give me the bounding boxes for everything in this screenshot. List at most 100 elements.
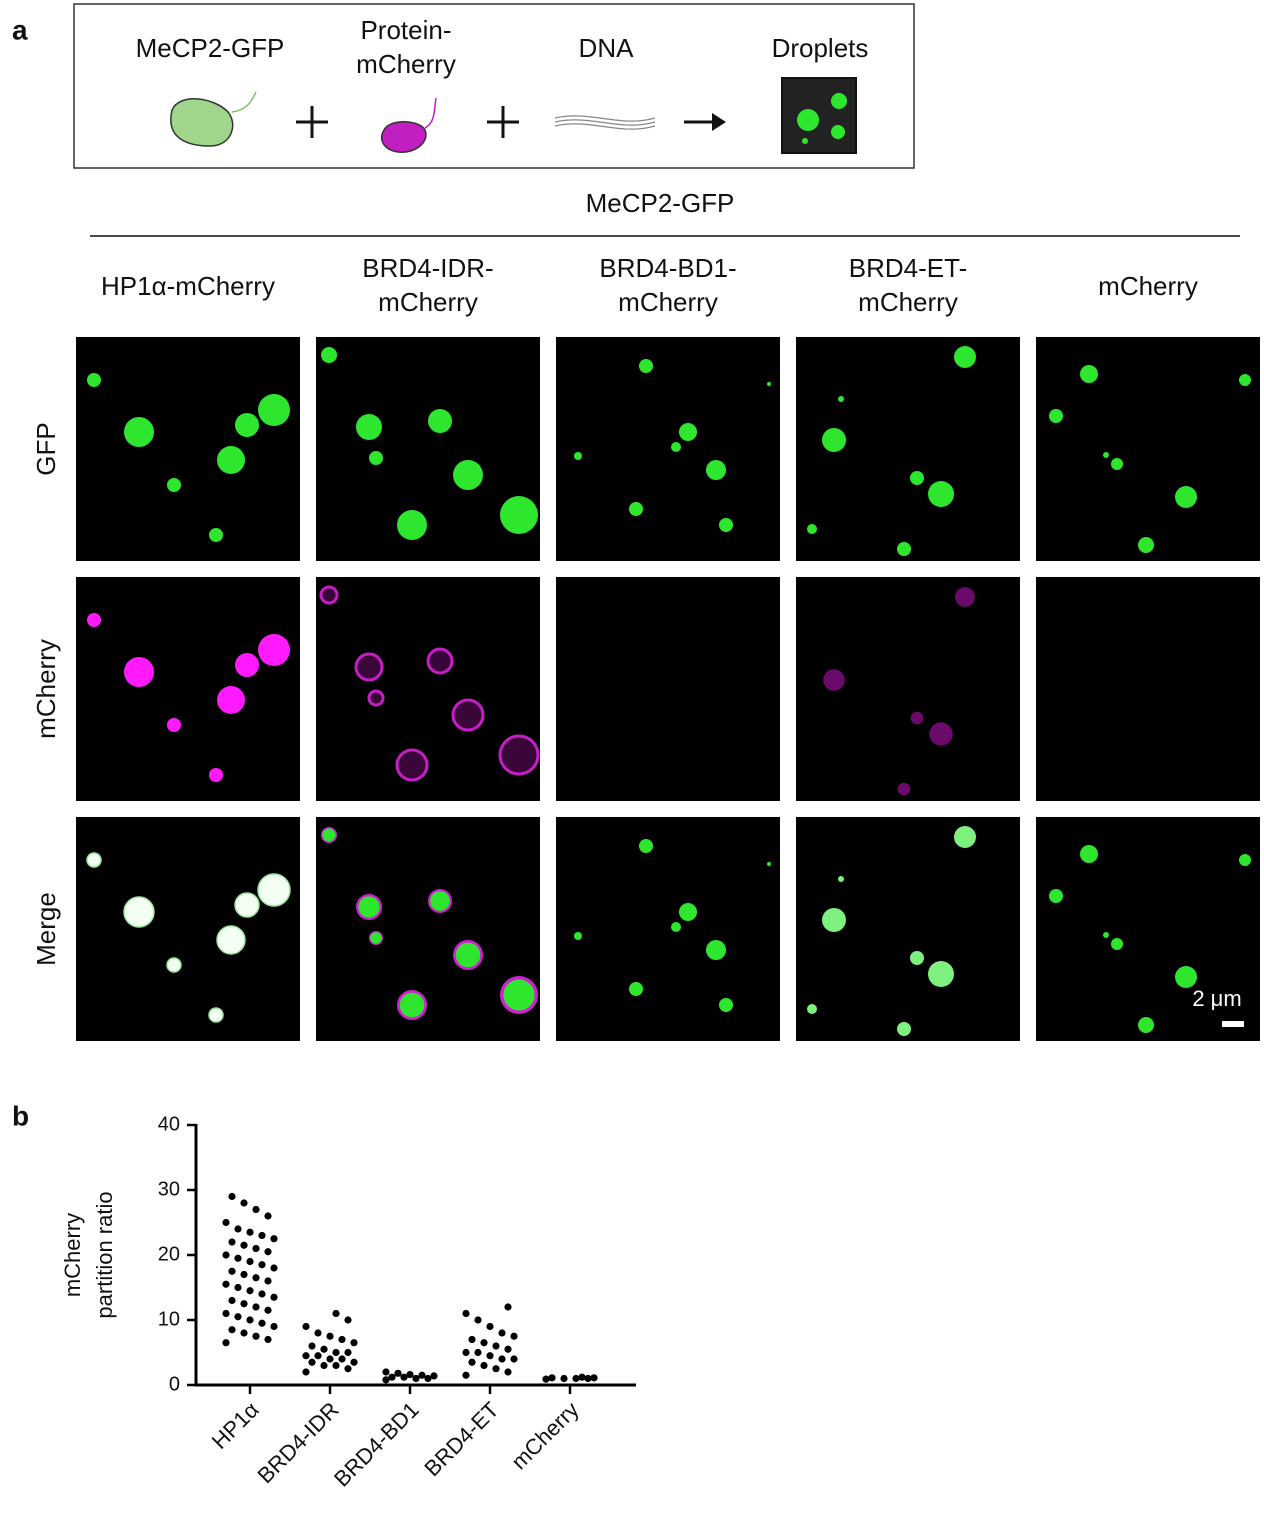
point (252, 1244, 260, 1253)
droplet (209, 768, 223, 782)
droplet (124, 417, 154, 447)
droplet (671, 922, 681, 932)
droplet (1080, 365, 1098, 383)
schematic-label: Protein- (360, 15, 451, 45)
point (228, 1238, 236, 1246)
x-tick-label: BRD4-ET (419, 1397, 503, 1481)
droplet (258, 394, 290, 426)
image-grid: HP1α-mCherry BRD4-IDR-mCherry BRD4-BD1- mCh… (31, 253, 1260, 1041)
point (480, 1361, 488, 1370)
droplet (955, 587, 975, 607)
point (264, 1306, 272, 1314)
droplet (807, 524, 817, 534)
panel-label: a (12, 14, 28, 45)
schematic-label: mCherry (356, 49, 456, 79)
y-axis-label: partition ratio (92, 1191, 117, 1318)
point (462, 1371, 470, 1379)
column-label: mCherry (1098, 271, 1198, 301)
droplet (897, 1022, 911, 1036)
droplet (358, 896, 380, 918)
droplet (1049, 889, 1063, 903)
point (264, 1212, 272, 1220)
droplet (451, 698, 485, 732)
point (498, 1329, 506, 1337)
point (228, 1267, 236, 1275)
point (560, 1374, 568, 1383)
droplet (123, 896, 155, 928)
micrograph (1036, 577, 1260, 801)
point (270, 1264, 278, 1272)
droplet (87, 613, 101, 627)
droplet (1049, 409, 1063, 423)
point (252, 1205, 260, 1214)
point (486, 1352, 494, 1360)
point (388, 1373, 396, 1381)
point (258, 1319, 266, 1327)
droplet (426, 647, 454, 675)
micrograph (1036, 817, 1260, 1041)
schematic-label: Droplets (772, 33, 869, 63)
point (252, 1274, 260, 1282)
droplet (356, 414, 382, 440)
droplet (209, 528, 223, 542)
droplet (1111, 458, 1123, 470)
droplet (1103, 932, 1109, 938)
droplet (208, 1007, 224, 1023)
point (548, 1374, 556, 1382)
droplet (370, 932, 382, 944)
point (382, 1368, 390, 1376)
point (264, 1277, 272, 1285)
point (412, 1374, 420, 1383)
point (462, 1309, 470, 1318)
point (504, 1303, 512, 1311)
point (326, 1355, 334, 1363)
point (382, 1376, 390, 1384)
arrow-head (712, 113, 726, 131)
droplet (802, 138, 808, 144)
droplet (1175, 966, 1197, 988)
point (338, 1355, 346, 1363)
droplet (767, 382, 771, 386)
point (332, 1348, 340, 1357)
point (246, 1287, 254, 1295)
droplet (167, 478, 181, 492)
droplet (257, 873, 291, 907)
droplet (954, 346, 976, 368)
droplet (1239, 374, 1251, 386)
droplet (217, 446, 245, 474)
point (246, 1257, 254, 1266)
micrograph (556, 337, 780, 561)
droplet (719, 518, 733, 532)
point (222, 1309, 230, 1318)
micrograph (1036, 337, 1260, 561)
column-label: BRD4-BD1- (599, 253, 736, 283)
point (302, 1352, 310, 1360)
column-label: mCherry (618, 287, 718, 317)
point (468, 1335, 476, 1344)
column-label: mCherry (858, 287, 958, 317)
droplet (258, 634, 290, 666)
droplet (1138, 537, 1154, 553)
droplet (929, 722, 953, 746)
x-tick-label: mCherry (506, 1397, 583, 1474)
droplet (838, 396, 844, 402)
droplet (910, 951, 924, 965)
droplet (706, 460, 726, 480)
y-axis-label: mCherry (60, 1213, 85, 1297)
point (240, 1270, 248, 1279)
point (302, 1368, 310, 1376)
droplet (706, 940, 726, 960)
point (332, 1309, 340, 1318)
droplet (910, 711, 924, 725)
droplet (1175, 486, 1197, 508)
panel-label: b (12, 1100, 29, 1131)
point (590, 1374, 598, 1382)
point (314, 1329, 322, 1337)
point (542, 1375, 550, 1383)
droplet (797, 109, 819, 131)
point (258, 1290, 266, 1298)
point (308, 1358, 316, 1366)
chart: 0 10 20 30 40 mCherry partition ratio HP1α BRD4-… (60, 1113, 636, 1492)
point (252, 1332, 260, 1340)
point (222, 1339, 230, 1347)
